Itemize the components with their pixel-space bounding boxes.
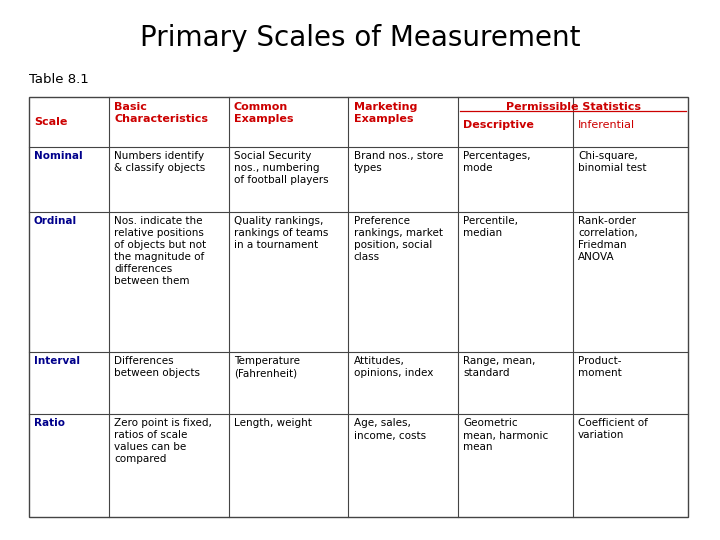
Text: Social Security
nos., numbering
of football players: Social Security nos., numbering of footb… <box>234 151 328 185</box>
Text: Permissible Statistics: Permissible Statistics <box>505 102 641 112</box>
Text: Scale: Scale <box>34 117 67 127</box>
Text: Nominal: Nominal <box>34 151 83 161</box>
Text: Rank-order
correlation,
Friedman
ANOVA: Rank-order correlation, Friedman ANOVA <box>578 216 638 262</box>
Bar <box>29 97 688 517</box>
Text: Ordinal: Ordinal <box>34 216 77 226</box>
Text: Differences
between objects: Differences between objects <box>114 356 200 379</box>
Text: Percentages,
mode: Percentages, mode <box>463 151 531 173</box>
Text: Descriptive: Descriptive <box>463 120 534 130</box>
Text: Ratio: Ratio <box>34 418 65 429</box>
Text: Numbers identify
& classify objects: Numbers identify & classify objects <box>114 151 206 173</box>
Text: Common
Examples: Common Examples <box>234 102 294 124</box>
Text: Zero point is fixed,
ratios of scale
values can be
compared: Zero point is fixed, ratios of scale val… <box>114 418 212 464</box>
Text: Age, sales,
income, costs: Age, sales, income, costs <box>354 418 426 441</box>
Text: Primary Scales of Measurement: Primary Scales of Measurement <box>140 24 580 52</box>
Text: Preference
rankings, market
position, social
class: Preference rankings, market position, so… <box>354 216 443 262</box>
Text: Range, mean,
standard: Range, mean, standard <box>463 356 536 379</box>
Text: Nos. indicate the
relative positions
of objects but not
the magnitude of
differe: Nos. indicate the relative positions of … <box>114 216 207 286</box>
Text: Quality rankings,
rankings of teams
in a tournament: Quality rankings, rankings of teams in a… <box>234 216 328 250</box>
Text: Coefficient of
variation: Coefficient of variation <box>578 418 648 441</box>
Text: Attitudes,
opinions, index: Attitudes, opinions, index <box>354 356 433 379</box>
Text: Inferential: Inferential <box>578 120 635 130</box>
Text: Basic
Characteristics: Basic Characteristics <box>114 102 209 124</box>
Text: Length, weight: Length, weight <box>234 418 312 429</box>
Text: Product-
moment: Product- moment <box>578 356 622 379</box>
Text: Chi-square,
binomial test: Chi-square, binomial test <box>578 151 647 173</box>
Text: Percentile,
median: Percentile, median <box>463 216 518 238</box>
Text: Brand nos., store
types: Brand nos., store types <box>354 151 443 173</box>
Text: Table 8.1: Table 8.1 <box>29 73 89 86</box>
Text: Geometric
mean, harmonic
mean: Geometric mean, harmonic mean <box>463 418 548 453</box>
Text: Marketing
Examples: Marketing Examples <box>354 102 417 124</box>
Text: Interval: Interval <box>34 356 80 367</box>
Text: Temperature
(Fahrenheit): Temperature (Fahrenheit) <box>234 356 300 379</box>
